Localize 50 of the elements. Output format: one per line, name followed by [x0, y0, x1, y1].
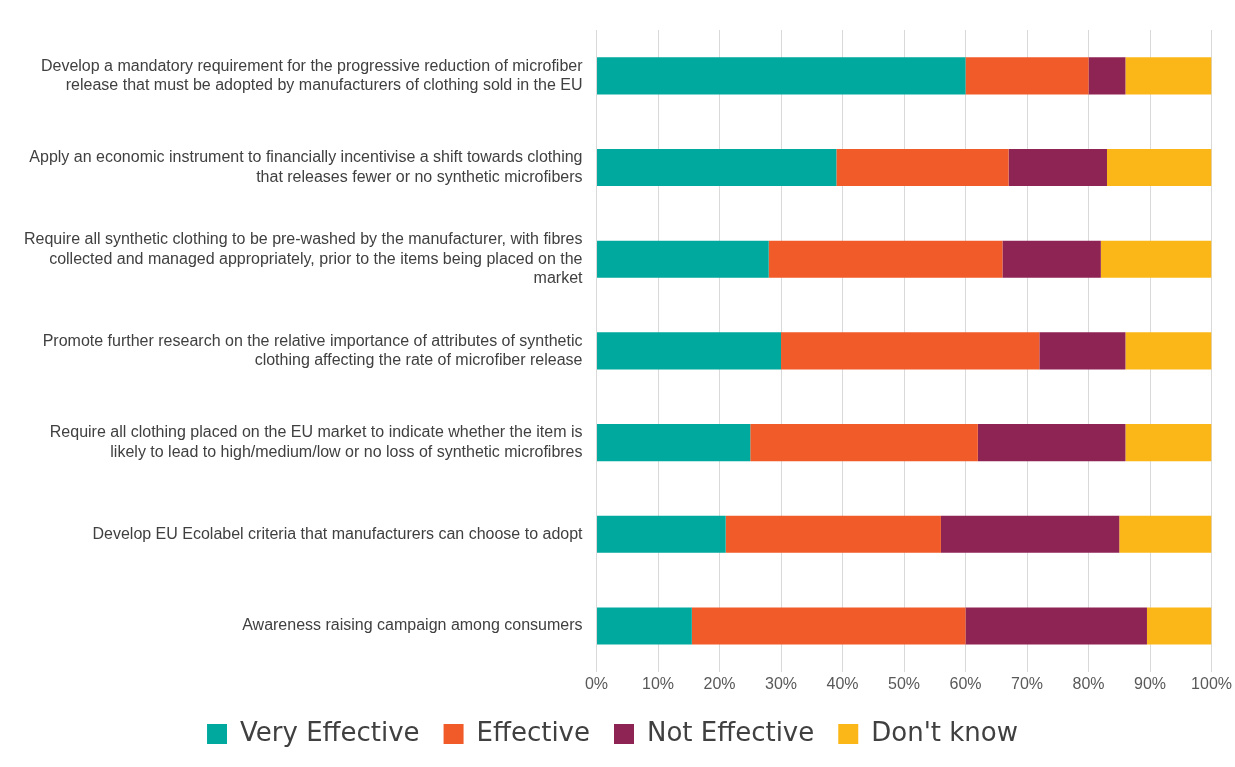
bar — [597, 240, 769, 278]
y-tick-label: Develop EU Ecolabel criteria that manufacturers can choose to adopt — [92, 524, 584, 542]
bar — [940, 515, 1120, 553]
x-tick-label: 0% — [584, 674, 609, 692]
bar — [1088, 57, 1126, 95]
bar — [965, 57, 1089, 95]
legend-label: Effective — [476, 716, 591, 747]
bar — [965, 607, 1147, 645]
bar — [836, 148, 1009, 187]
bar — [1125, 424, 1212, 462]
x-tick-label: 20% — [703, 674, 736, 692]
bar — [1106, 148, 1212, 187]
bar — [1039, 332, 1126, 370]
x-tick-label: 90% — [1134, 674, 1167, 692]
y-tick-label: Awareness raising campaign among consumers — [242, 616, 583, 634]
bar — [750, 424, 978, 462]
bar — [597, 57, 966, 95]
x-tick-label: 80% — [1072, 674, 1105, 692]
bar — [597, 424, 751, 462]
y-tick-label: Apply an economic instrument to financially incentivise a shift towards clothing that releases fewer or no synthetic microfibers — [29, 148, 583, 185]
x-tick-label: 100% — [1191, 674, 1232, 692]
x-tick-label: 10% — [642, 674, 675, 692]
legend-label: Very Effective — [240, 716, 420, 747]
bar — [597, 148, 837, 187]
x-tick-label: 60% — [949, 674, 982, 692]
y-tick-label: Promote further research on the relative importance of attributes of synthetic clothing affecting the rate of microfiber release — [42, 331, 583, 368]
bar — [768, 240, 1003, 278]
bar — [691, 607, 966, 645]
bar — [781, 332, 1040, 370]
x-tick-label: 30% — [765, 674, 798, 692]
x-tick-label: 40% — [826, 674, 859, 692]
y-tick-label: Require all synthetic clothing to be pre-washed by the manufacturer, with fibres collected and managed appropriately, prior to the items being placed on the market — [24, 230, 584, 286]
bar — [1002, 240, 1101, 278]
legend-label: Not Effective — [647, 716, 815, 747]
bar — [1008, 148, 1107, 187]
y-tick-label: Develop a mandatory requirement for the progressive reduction of microfiber release that must be adopted by manufacturers of clothing sold in the EU — [40, 56, 584, 93]
bar — [1100, 240, 1212, 278]
x-tick-label: 50% — [888, 674, 921, 692]
bar — [597, 332, 782, 370]
x-tick-label: 70% — [1011, 674, 1044, 692]
bar — [977, 424, 1126, 462]
bar — [1119, 515, 1212, 553]
bar — [1125, 332, 1212, 370]
bar — [597, 607, 692, 645]
bar — [1146, 607, 1212, 645]
y-tick-label: Require all clothing placed on the EU market to indicate whether the item is likely to lead to high/medium/low or no loss of synthetic microfibres — [49, 423, 583, 460]
legend-label: Don't know — [871, 716, 1018, 747]
bar — [597, 515, 726, 553]
bar — [725, 515, 941, 553]
bar — [1125, 57, 1212, 95]
